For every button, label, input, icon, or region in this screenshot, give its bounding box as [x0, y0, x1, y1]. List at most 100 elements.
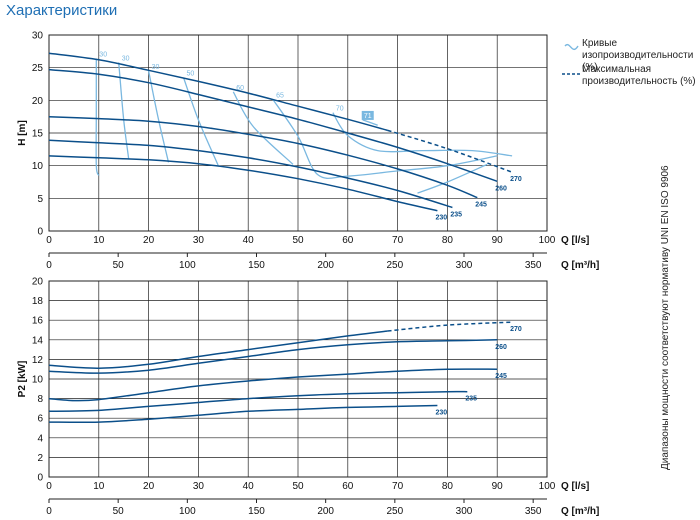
- x-tick-label: 30: [193, 235, 205, 246]
- y-tick-label: 15: [32, 129, 44, 140]
- series-line-235: [48, 390, 468, 413]
- secondary-tick-label: 200: [317, 260, 334, 271]
- y-tick-label: 5: [37, 194, 43, 205]
- x-tick-label: 90: [492, 235, 504, 246]
- x-tick-label: 30: [193, 481, 205, 492]
- y-tick-label: 4: [37, 433, 43, 444]
- series-label: 235: [465, 396, 477, 403]
- y-tick-label: 0: [37, 473, 43, 484]
- efficiency-label: 70: [336, 106, 344, 113]
- x-tick-label: 20: [143, 481, 155, 492]
- series-label: 230: [435, 215, 447, 222]
- x-axis-label: Q [l/s]: [561, 481, 589, 492]
- legend-efficiency-label: Кривые изопроизводительности (%): [582, 38, 694, 73]
- series-line-270: [48, 52, 388, 132]
- secondary-tick-label: 250: [386, 506, 403, 517]
- x-tick-label: 70: [392, 235, 404, 246]
- y-tick-label: 8: [37, 394, 43, 405]
- efficiency-label: 30: [122, 55, 130, 62]
- efficiency-label: 30: [152, 64, 160, 71]
- x-axis-label: Q [l/s]: [561, 235, 589, 246]
- efficiency-curve: [332, 112, 513, 157]
- secondary-axis-label: Q [m³/h]: [561, 506, 599, 517]
- y-tick-label: 10: [32, 375, 44, 386]
- x-tick-label: 60: [342, 235, 354, 246]
- y-axis-label: H [m]: [17, 120, 28, 146]
- y-tick-label: 18: [32, 296, 44, 307]
- efficiency-curve: [272, 99, 498, 179]
- series-label: 270: [510, 176, 522, 183]
- page-title: Характеристики: [6, 2, 118, 19]
- x-tick-label: 90: [492, 481, 504, 492]
- secondary-tick-label: 150: [248, 506, 265, 517]
- secondary-tick-label: 50: [113, 506, 125, 517]
- series-label: 245: [495, 373, 507, 380]
- series-line-260: [48, 339, 498, 374]
- series-line-245: [48, 368, 498, 402]
- x-tick-label: 40: [243, 481, 255, 492]
- secondary-tick-label: 200: [317, 506, 334, 517]
- x-tick-label: 10: [93, 235, 105, 246]
- efficiency-curve: [362, 119, 378, 126]
- series-line-230: [48, 404, 438, 424]
- efficiency-label: 60: [236, 85, 244, 92]
- y-tick-label: 12: [32, 355, 44, 366]
- secondary-tick-label: 300: [456, 506, 473, 517]
- efficiency-curve: [147, 70, 170, 163]
- series-line-270: [48, 330, 388, 369]
- efficiency-label: 71: [364, 113, 372, 120]
- series-line-235: [48, 139, 453, 209]
- x-tick-label: 10: [93, 481, 105, 492]
- series-line-dashed-270: [387, 129, 513, 173]
- x-tick-label: 50: [292, 235, 304, 246]
- efficiency-label: 30: [99, 52, 107, 59]
- secondary-tick-label: 100: [179, 260, 196, 271]
- secondary-tick-label: 300: [456, 260, 473, 271]
- series-label: 270: [510, 326, 522, 333]
- efficiency-label-box: [361, 110, 374, 120]
- legend: [562, 43, 580, 75]
- x-tick-label: 0: [46, 235, 52, 246]
- y-tick-label: 2: [37, 453, 43, 464]
- x-tick-label: 20: [143, 235, 155, 246]
- series-label: 230: [435, 409, 447, 416]
- x-tick-label: 80: [442, 235, 454, 246]
- secondary-tick-label: 100: [179, 506, 196, 517]
- y-tick-label: 30: [32, 31, 44, 42]
- y-tick-label: 6: [37, 414, 43, 425]
- x-tick-label: 100: [539, 235, 556, 246]
- series-label: 235: [450, 211, 462, 218]
- x-tick-label: 40: [243, 235, 255, 246]
- series-line-dashed-270: [387, 321, 513, 332]
- secondary-tick-label: 250: [386, 260, 403, 271]
- series-line-260: [48, 68, 498, 183]
- series-label: 245: [475, 202, 487, 209]
- y-tick-label: 10: [32, 161, 44, 172]
- efficiency-curve: [182, 77, 219, 166]
- legend-max-label: Максимальная производительность (%): [582, 64, 696, 87]
- x-tick-label: 50: [292, 481, 304, 492]
- secondary-tick-label: 0: [46, 506, 52, 517]
- y-axis-label: P2 [kW]: [17, 361, 28, 398]
- x-tick-label: 0: [46, 481, 52, 492]
- series-label: 260: [495, 185, 507, 192]
- y-tick-label: 14: [32, 335, 44, 346]
- x-tick-label: 60: [342, 481, 354, 492]
- efficiency-curve: [232, 91, 294, 165]
- series-line-245: [48, 115, 478, 199]
- y-tick-label: 20: [32, 96, 44, 107]
- y-tick-label: 25: [32, 63, 44, 74]
- y-tick-label: 20: [32, 277, 44, 288]
- y-tick-label: 16: [32, 316, 44, 327]
- secondary-tick-label: 350: [525, 506, 542, 517]
- secondary-tick-label: 350: [525, 260, 542, 271]
- power-chart: 0 10 20 30 40 50 60 70 80 90 100024681012141618200…: [17, 277, 599, 518]
- secondary-axis-label: Q [m³/h]: [561, 260, 599, 271]
- secondary-tick-label: 0: [46, 260, 52, 271]
- series-line-230: [48, 155, 438, 212]
- y-tick-label: 0: [37, 227, 43, 238]
- efficiency-label: 65: [276, 93, 284, 100]
- secondary-tick-label: 50: [113, 260, 125, 271]
